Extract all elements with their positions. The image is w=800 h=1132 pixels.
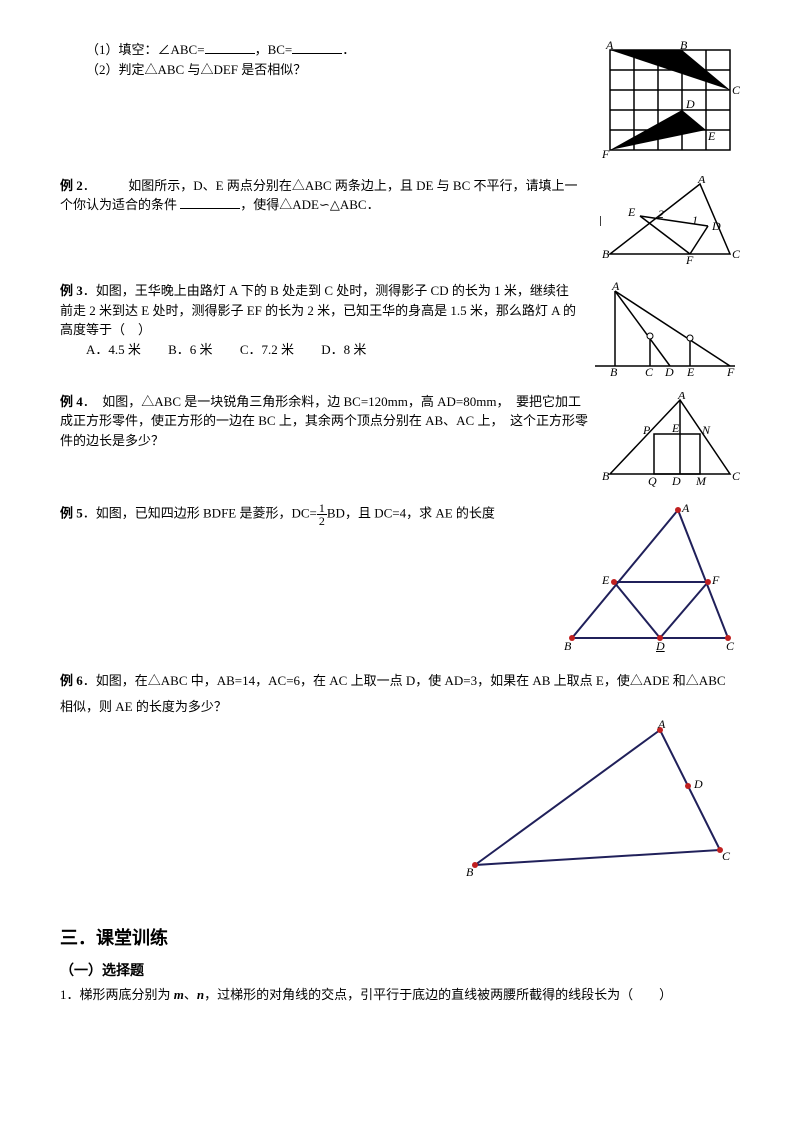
ex2-text: 例 2． 如图所示，D、E 两点分别在△ABC 两条边上，且 DE 与 BC 不… — [60, 176, 600, 215]
ex3-row: 例 3．如图，王华晚上由路灯 A 下的 B 处走到 C 处时，测得影子 CD 的… — [60, 281, 740, 382]
label-c: C — [645, 365, 654, 376]
label-e: E — [686, 365, 695, 376]
label-a: A — [657, 720, 666, 731]
label-b: B — [610, 365, 618, 376]
ex2-figure: A B C D E F 1 2 — [600, 176, 740, 272]
q1-text: （1）填空：∠ABC= ，BC= ． （2）判定△ABC 与△DEF 是否相似？ — [60, 40, 600, 79]
label-d: D — [693, 777, 703, 791]
label-b: B — [602, 469, 610, 483]
label-e: E — [671, 421, 680, 435]
subsection-1: （一）选择题 — [60, 960, 740, 981]
label-b: B — [466, 865, 474, 879]
label-c: C — [732, 247, 740, 261]
q1-line2: （2）判定△ABC 与△DEF 是否相似？ — [86, 60, 590, 80]
p1-m: m — [174, 987, 184, 1002]
ex5-ta: ．如图，已知四边形 BDFE 是菱形，DC= — [83, 505, 317, 520]
ex3-text: 例 3．如图，王华晚上由路灯 A 下的 B 处走到 C 处时，测得影子 CD 的… — [60, 281, 590, 359]
frac-den: 2 — [317, 515, 327, 527]
label-f: F — [711, 573, 720, 587]
label-q: Q — [648, 474, 657, 487]
blank-bc[interactable] — [292, 40, 342, 54]
label-b: B — [680, 40, 688, 52]
label-p: P — [642, 423, 651, 437]
ex6-figure: A B C D — [460, 720, 740, 880]
opt-c[interactable]: C．7.2 米 — [240, 340, 294, 360]
ex3-options: A．4.5 米 B．6 米 C．7.2 米 D．8 米 — [60, 340, 580, 360]
label-d: D — [711, 219, 721, 233]
label-d: D — [685, 97, 695, 111]
ex2-row: 例 2． 如图所示，D、E 两点分别在△ABC 两条边上，且 DE 与 BC 不… — [60, 176, 740, 272]
label-2: 2 — [658, 207, 664, 221]
label-d: D — [664, 365, 674, 376]
label-f: F — [726, 365, 735, 376]
label-a: A — [697, 176, 706, 186]
fraction-half: 12 — [317, 502, 327, 527]
label-c: C — [732, 469, 740, 483]
ex6-figure-wrap: A B C D — [60, 720, 740, 886]
q1-l1b: ，BC= — [255, 42, 293, 57]
p1-a: 1．梯形两底分别为 — [60, 987, 174, 1002]
label-e: E — [627, 205, 636, 219]
p1-b: ，过梯形的对角线的交点，引平行于底边的直线被两腰所截得的线段长为（ ） — [204, 987, 672, 1002]
ex6-text: 例 6．如图，在△ABC 中，AB=14，AC=6，在 AC 上取一点 D，使 … — [60, 668, 740, 720]
label-e: E — [601, 573, 610, 587]
ex5-row: 例 5．如图，已知四边形 BDFE 是菱形，DC=12BD，且 DC=4，求 A… — [60, 502, 740, 658]
section-3-title: 三．课堂训练 — [60, 925, 740, 952]
label-a: A — [677, 392, 686, 402]
label-a: A — [605, 40, 614, 52]
label-m: M — [695, 474, 707, 487]
label-n: N — [701, 423, 711, 437]
label-c: C — [722, 849, 731, 863]
label-b: B — [564, 639, 572, 652]
ex6-t: ．如图，在△ABC 中，AB=14，AC=6，在 AC 上取一点 D，使 AD=… — [60, 673, 726, 714]
problem-1: 1．梯形两底分别为 m、n，过梯形的对角线的交点，引平行于底边的直线被两腰所截得… — [60, 985, 740, 1005]
ex2-tb: ，使得△ADE∽△ABC． — [240, 197, 379, 212]
opt-b[interactable]: B．6 米 — [168, 340, 212, 360]
label-d: D — [671, 474, 681, 487]
ex5-figure: A B C D E F — [560, 502, 740, 658]
ex2-blank[interactable] — [180, 195, 240, 209]
q1-l1a: （1）填空：∠ABC= — [86, 42, 205, 57]
ex3-label: 例 3 — [60, 283, 83, 298]
p1-sep: 、 — [184, 987, 197, 1002]
label-d: D — [655, 639, 665, 652]
ex4-t: ． 如图，△ABC 是一块锐角三角形余料，边 BC=120mm，高 AD=80m… — [60, 394, 588, 448]
ex5-tb: BD，且 DC=4，求 AE 的长度 — [327, 505, 495, 520]
label-c: C — [732, 83, 740, 97]
ex5-label: 例 5 — [60, 505, 83, 520]
ex4-row: 例 4． 如图，△ABC 是一块锐角三角形余料，边 BC=120mm，高 AD=… — [60, 392, 740, 493]
blank-abc[interactable] — [205, 40, 255, 54]
q1-l1c: ． — [342, 42, 355, 57]
ex3-figure: A B C D E F — [590, 281, 740, 382]
ex4-text: 例 4． 如图，△ABC 是一块锐角三角形余料，边 BC=120mm，高 AD=… — [60, 392, 600, 451]
ex4-label: 例 4 — [60, 394, 83, 409]
ex2-label: 例 2 — [60, 178, 83, 193]
label-a: A — [681, 502, 690, 515]
label-1: 1 — [692, 213, 698, 227]
label-a: A — [611, 281, 620, 293]
q1-line1: （1）填空：∠ABC= ，BC= ． — [86, 40, 590, 60]
ex3-t: ．如图，王华晚上由路灯 A 下的 B 处走到 C 处时，测得影子 CD 的长为 … — [60, 283, 576, 337]
label-f: F — [685, 253, 694, 266]
label-c: C — [726, 639, 735, 652]
ex6-block: 例 6．如图，在△ABC 中，AB=14，AC=6，在 AC 上取一点 D，使 … — [60, 668, 740, 886]
label-f: F — [601, 147, 610, 160]
ex4-figure: A B C P E N Q D M — [600, 392, 740, 493]
opt-a[interactable]: A．4.5 米 — [86, 340, 141, 360]
label-b: B — [602, 247, 610, 261]
ex6-label: 例 6 — [60, 673, 83, 688]
opt-d[interactable]: D．8 米 — [321, 340, 366, 360]
ex5-text: 例 5．如图，已知四边形 BDFE 是菱形，DC=12BD，且 DC=4，求 A… — [60, 502, 560, 527]
q1-row: （1）填空：∠ABC= ，BC= ． （2）判定△ABC 与△DEF 是否相似？ A… — [60, 40, 740, 166]
q1-figure: A B C D E F — [600, 40, 740, 166]
label-e: E — [707, 129, 716, 143]
